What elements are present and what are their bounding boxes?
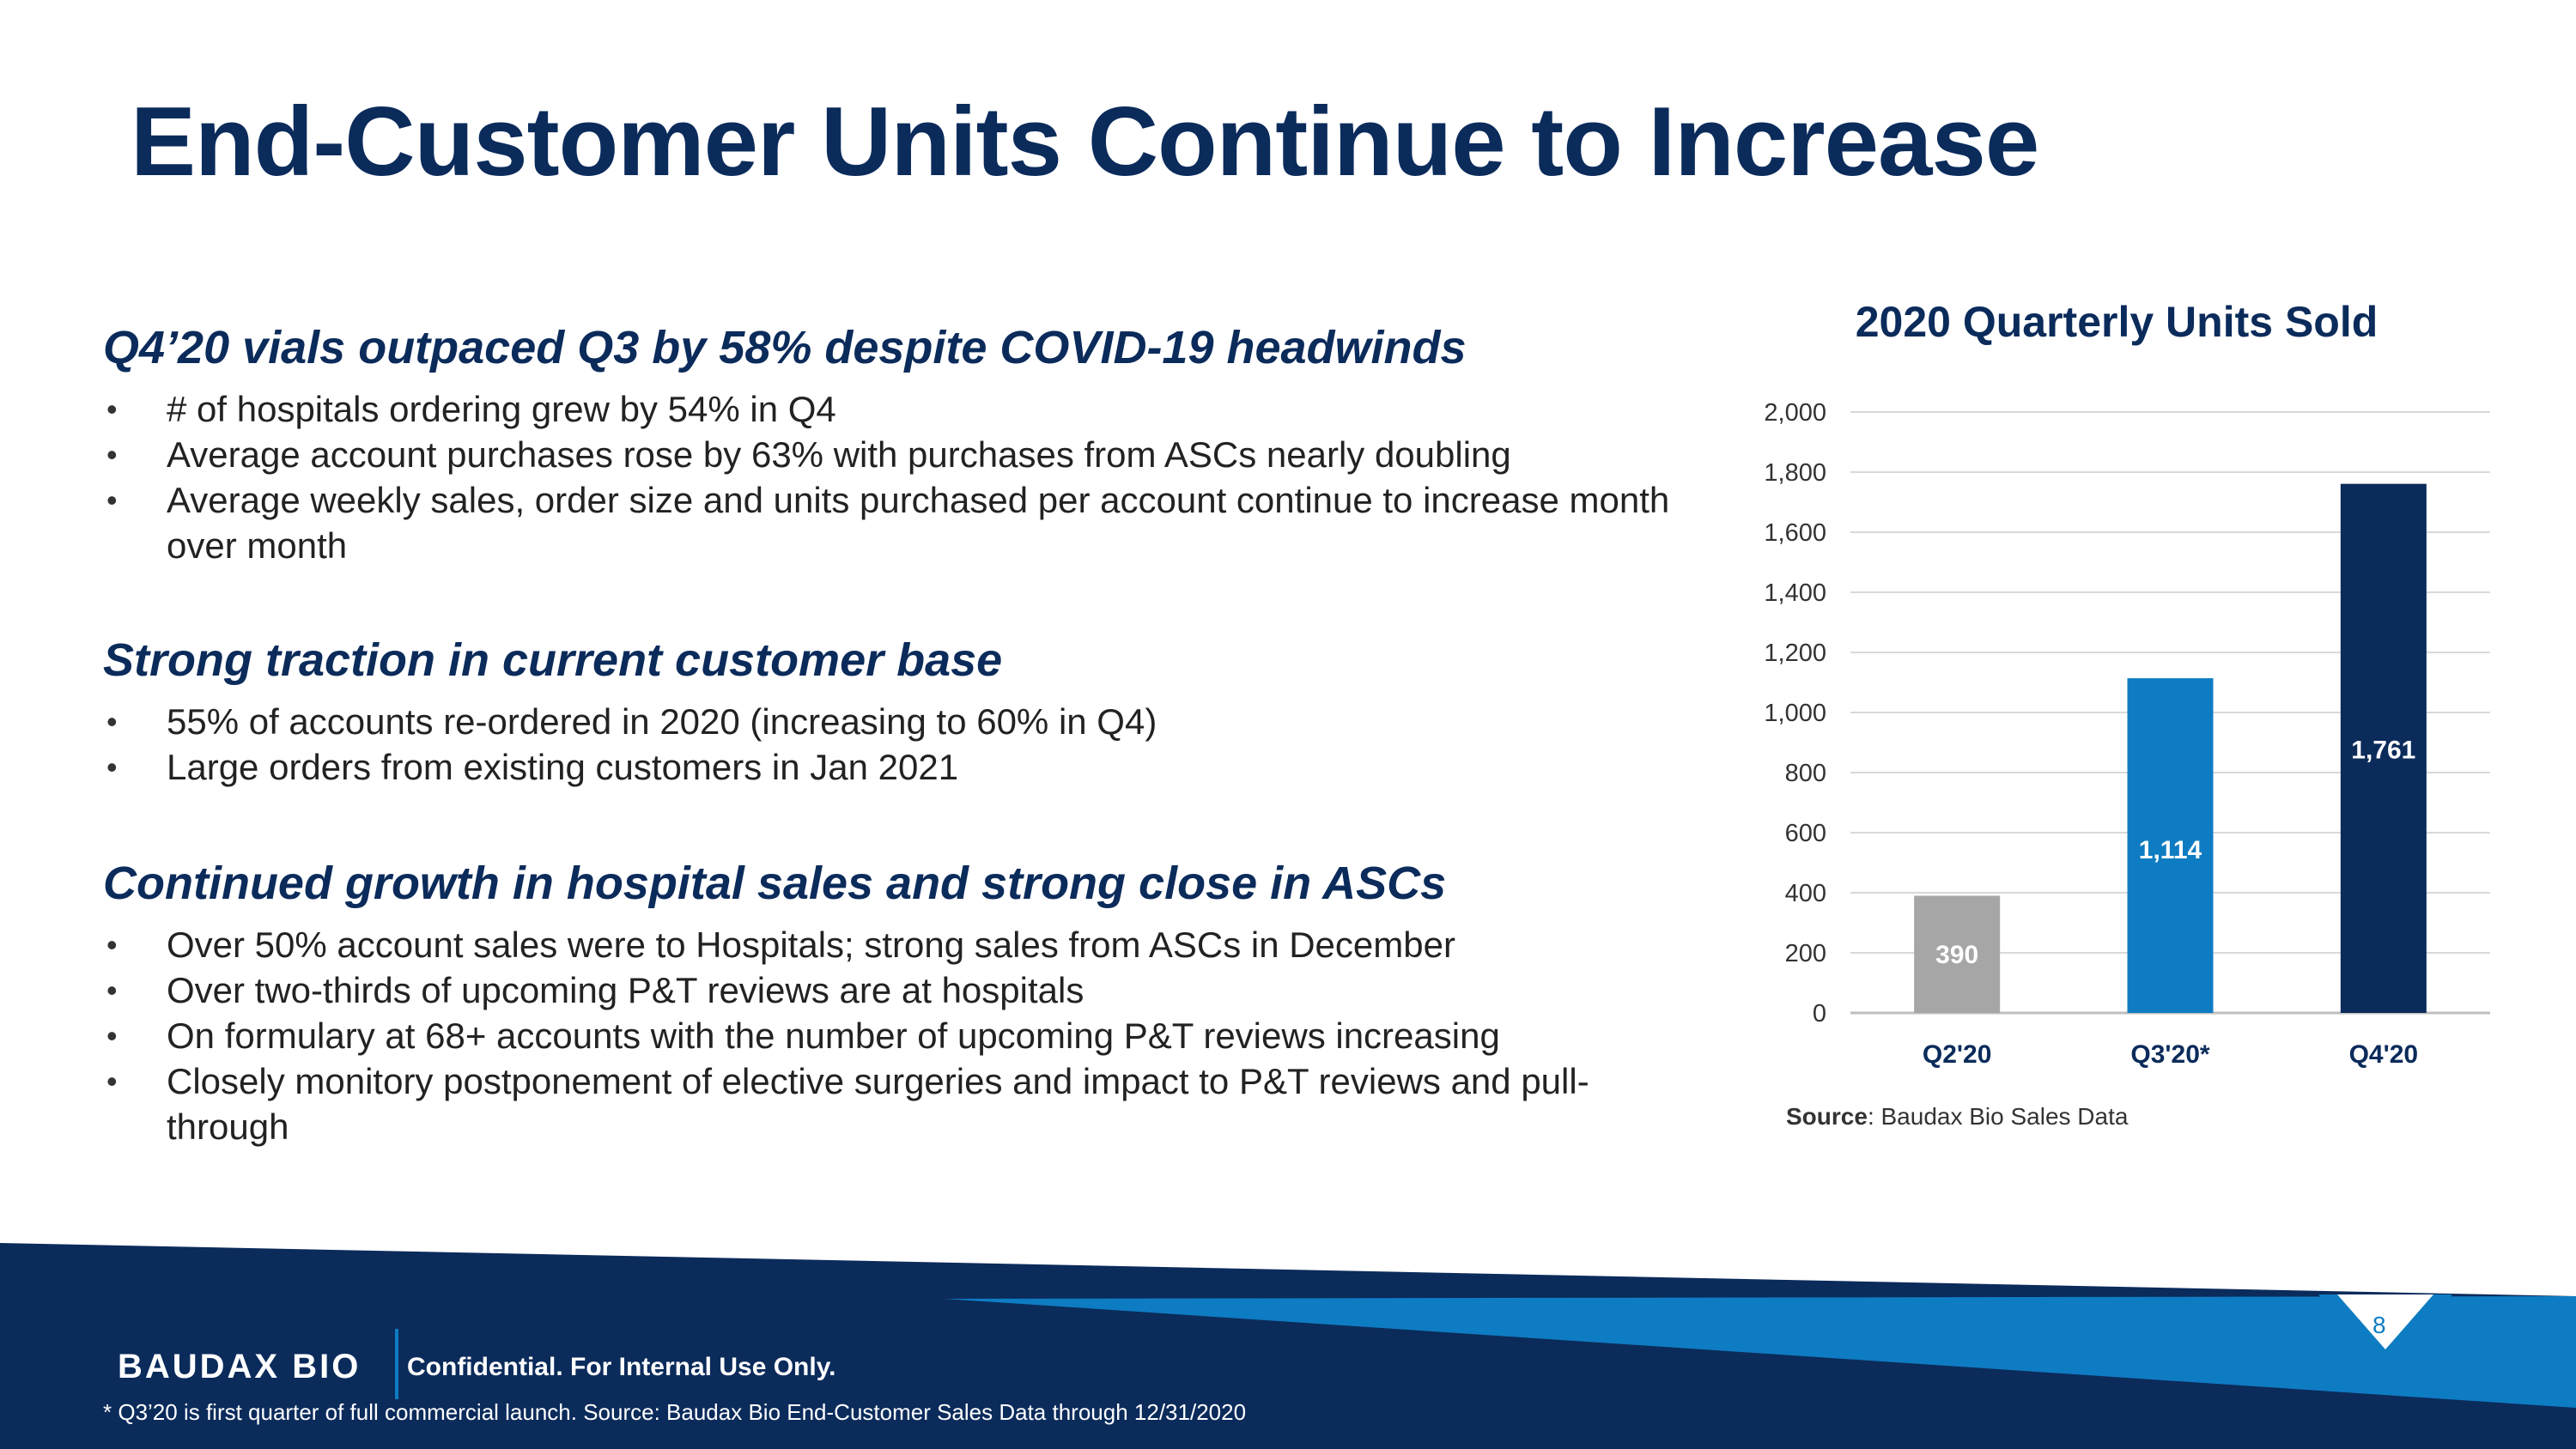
- bullet-item: Average weekly sales, order size and uni…: [103, 477, 1695, 568]
- section-customer-base: Strong traction in current customer base…: [103, 634, 1649, 790]
- section-heading: Continued growth in hospital sales and s…: [103, 858, 1447, 909]
- bar-value-label: 1,761: [2351, 737, 2415, 765]
- chart-title: 2020 Quarterly Units Sold: [1856, 298, 2379, 346]
- bar: [2340, 483, 2427, 1013]
- y-tick-label: 1,400: [1764, 579, 1826, 607]
- y-tick-label: 600: [1785, 820, 1826, 847]
- y-tick-label: 800: [1785, 760, 1826, 787]
- baudax-bio-logo: BAUDAX BIO: [118, 1348, 361, 1385]
- bullet-list: 55% of accounts re-ordered in 2020 (incr…: [103, 699, 1649, 790]
- y-tick-label: 400: [1785, 880, 1826, 907]
- bar-value-label: 1,114: [2139, 836, 2202, 864]
- bullet-item: Large orders from existing customers in …: [103, 744, 1649, 790]
- y-tick-label: 200: [1785, 940, 1826, 967]
- footnote: * Q3’20 is first quarter of full commerc…: [103, 1399, 1247, 1425]
- bars: 390 1,114 1,761: [1914, 483, 2427, 1013]
- section-heading: Q4’20 vials outpaced Q3 by 58% despite C…: [103, 322, 1467, 373]
- bar-value-label: 390: [1935, 941, 1978, 969]
- bullet-item: 55% of accounts re-ordered in 2020 (incr…: [103, 699, 1649, 744]
- section-hospital-sales: Continued growth in hospital sales and s…: [103, 857, 1649, 1149]
- bullet-item: Closely monitory postponement of electiv…: [103, 1058, 1695, 1149]
- x-tick-label: Q3'20*: [2130, 1040, 2210, 1069]
- chart-source: Source: Baudax Bio Sales Data: [1786, 1103, 2129, 1130]
- bullet-item: Over 50% account sales were to Hospitals…: [103, 922, 1649, 967]
- bullet-item: On formulary at 68+ accounts with the nu…: [103, 1013, 1649, 1058]
- x-tick-label: Q4'20: [2349, 1040, 2419, 1069]
- y-tick-label: 1,200: [1764, 640, 1826, 667]
- bullet-item: Over two-thirds of upcoming P&T reviews …: [103, 967, 1649, 1013]
- page-number: 8: [2372, 1312, 2386, 1338]
- bullet-item: Average account purchases rose by 63% wi…: [103, 432, 1649, 477]
- slide-title: End-Customer Units Continue to Increase: [131, 88, 2039, 197]
- bullet-item: # of hospitals ordering grew by 54% in Q…: [103, 386, 1649, 432]
- source-label: Source: [1786, 1103, 1868, 1130]
- y-tick-label: 1,000: [1764, 700, 1826, 727]
- y-tick-label: 1,800: [1764, 459, 1826, 487]
- y-tick-label: 0: [1813, 1000, 1826, 1028]
- bar: [1914, 895, 2001, 1013]
- quarterly-units-chart: 2020 Quarterly Units Sold 0 200 400 600 800 1…: [1764, 298, 2490, 1130]
- section-heading: Strong traction in current customer base: [103, 634, 1003, 686]
- y-tick-label: 1,600: [1764, 519, 1826, 547]
- y-tick-label: 2,000: [1764, 399, 1826, 427]
- y-axis-ticks: 0 200 400 600 800 1,000 1,200 1,400 1,600 1,800 2,…: [1764, 399, 1826, 1028]
- bar: [2127, 678, 2214, 1013]
- source-text: : Baudax Bio Sales Data: [1868, 1103, 2129, 1130]
- x-axis-ticks: Q2'20 Q3'20* Q4'20: [1923, 1040, 2418, 1069]
- x-tick-label: Q2'20: [1923, 1040, 1992, 1069]
- bullet-list: Over 50% account sales were to Hospitals…: [103, 922, 1649, 1149]
- section-q4-vials: Q4’20 vials outpaced Q3 by 58% despite C…: [103, 321, 1669, 568]
- bullet-list: # of hospitals ordering grew by 54% in Q…: [103, 386, 1669, 568]
- footer-blue-wedge: [945, 1296, 2576, 1408]
- confidential-label: Confidential. For Internal Use Only.: [407, 1353, 836, 1381]
